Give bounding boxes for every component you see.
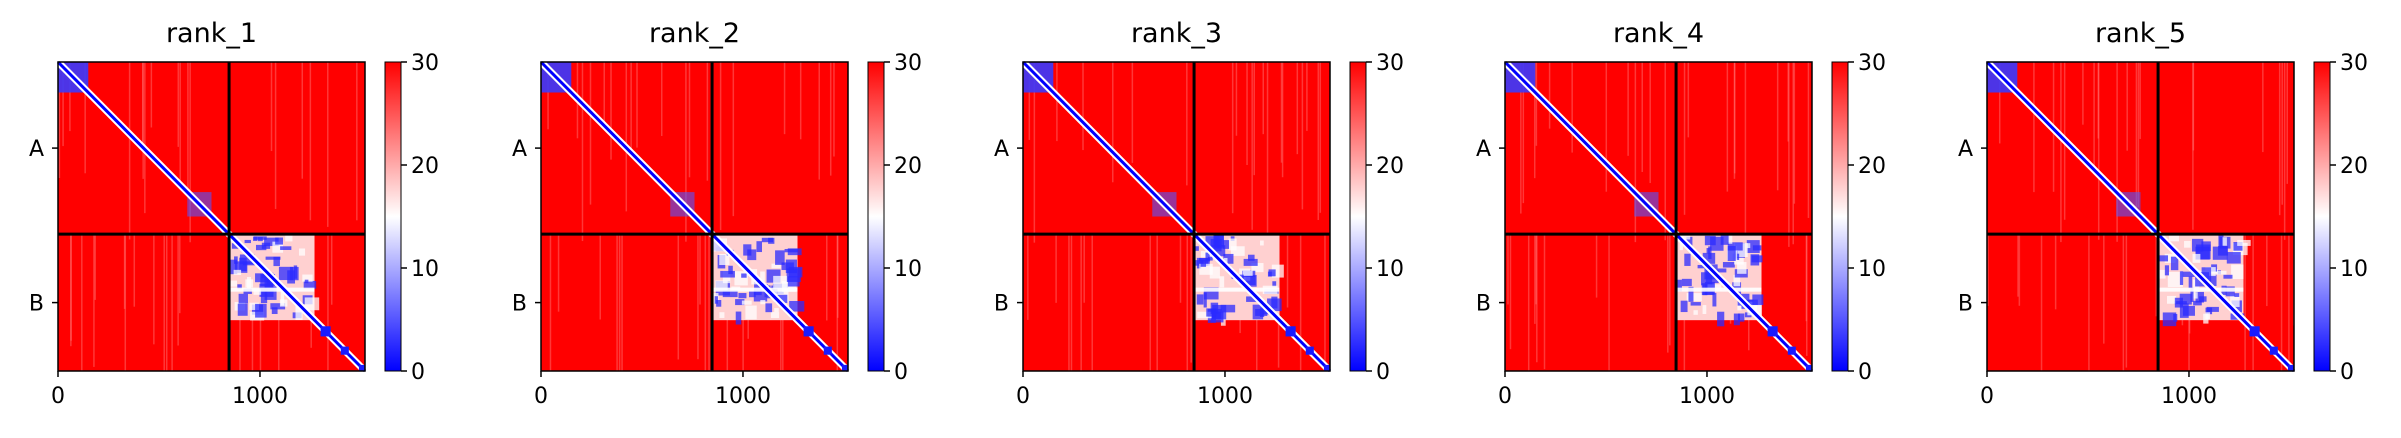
x-tick-label: 0 (1498, 384, 1512, 409)
pae-panel-4: rank_4 A B 0 1000 0 10 20 30 (1476, 18, 1886, 409)
colorbar-tick-label: 0 (1858, 360, 1872, 385)
colorbar (384, 61, 402, 372)
colorbar-tick-label: 20 (2340, 154, 2368, 179)
pae-panel-2: rank_2 A B 0 1000 0 10 20 30 (512, 18, 922, 409)
pae-panel-3: rank_3 A B 0 1000 0 10 20 30 (994, 18, 1404, 409)
colorbar (1349, 61, 1367, 372)
colorbar-tick-label: 20 (894, 154, 922, 179)
colorbar-tick-label: 0 (1376, 360, 1390, 385)
y-tick-label: A (1958, 137, 1973, 162)
x-tick-label: 0 (1980, 384, 1994, 409)
colorbar-tick-label: 10 (1858, 257, 1886, 282)
colorbar (867, 61, 885, 372)
panel-title: rank_3 (1131, 18, 1222, 49)
colorbar (2313, 61, 2331, 372)
x-tick-label: 1000 (715, 384, 771, 409)
heatmap-frame (1504, 61, 1813, 372)
heatmap (55, 59, 368, 374)
colorbar-tick-label: 20 (1858, 154, 1886, 179)
y-tick-label: B (994, 292, 1009, 317)
pae-panel-5: rank_5 A B 0 1000 0 10 20 30 (1958, 18, 2368, 409)
colorbar-tick-label: 0 (2340, 360, 2354, 385)
x-tick-label: 0 (51, 384, 65, 409)
y-tick-label: B (1958, 292, 1973, 317)
y-tick-label: A (994, 137, 1009, 162)
colorbar-tick-label: 10 (411, 257, 439, 282)
panel-title: rank_1 (166, 18, 257, 49)
heatmap (1502, 59, 1815, 374)
heatmap (538, 59, 851, 374)
heatmap-frame (540, 61, 849, 372)
heatmap-frame (1986, 61, 2295, 372)
x-tick-label: 0 (1016, 384, 1030, 409)
x-tick-label: 1000 (1679, 384, 1735, 409)
colorbar-tick-label: 10 (894, 257, 922, 282)
panel-title: rank_2 (649, 18, 740, 49)
x-tick-label: 1000 (232, 384, 288, 409)
y-tick-label: B (1476, 292, 1491, 317)
y-tick-label: B (512, 292, 527, 317)
heatmap-frame (57, 61, 366, 372)
heatmap-frame (1022, 61, 1331, 372)
colorbar-tick-label: 30 (894, 51, 922, 76)
colorbar-tick-label: 0 (411, 360, 425, 385)
colorbar-tick-label: 20 (411, 154, 439, 179)
colorbar-tick-label: 30 (1376, 51, 1404, 76)
panel-title: rank_5 (2095, 18, 2186, 49)
colorbar-tick-label: 30 (411, 51, 439, 76)
x-tick-label: 1000 (1197, 384, 1253, 409)
colorbar-tick-label: 20 (1376, 154, 1404, 179)
y-tick-label: A (29, 137, 44, 162)
heatmap (1984, 59, 2297, 374)
heatmap (1020, 59, 1333, 374)
pae-panel-1: rank_1 A B 0 1000 0 10 20 30 (29, 18, 439, 409)
colorbar-tick-label: 10 (1376, 257, 1404, 282)
colorbar (1831, 61, 1849, 372)
colorbar-tick-label: 0 (894, 360, 908, 385)
x-tick-label: 1000 (2161, 384, 2217, 409)
y-tick-label: A (512, 137, 527, 162)
y-tick-label: A (1476, 137, 1491, 162)
colorbar-tick-label: 10 (2340, 257, 2368, 282)
colorbar-tick-label: 30 (1858, 51, 1886, 76)
x-tick-label: 0 (534, 384, 548, 409)
y-tick-label: B (29, 292, 44, 317)
colorbar-tick-label: 30 (2340, 51, 2368, 76)
panel-title: rank_4 (1613, 18, 1704, 49)
